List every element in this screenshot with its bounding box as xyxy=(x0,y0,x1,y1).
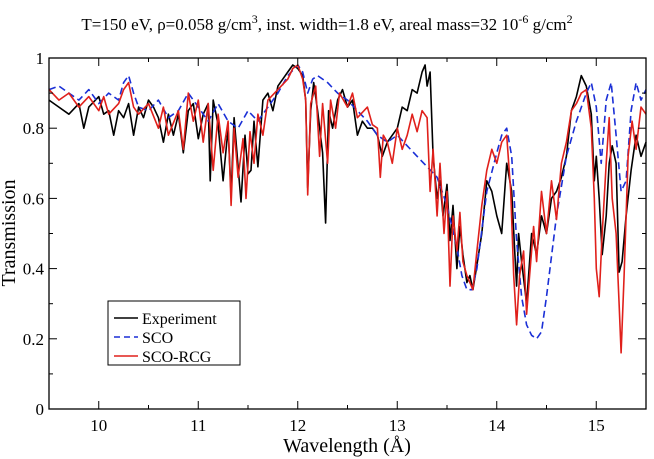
y-tick-label: 0.6 xyxy=(23,189,44,208)
chart-title-part-2: , inst. width=1.8 eV, areal mass=32 10 xyxy=(258,15,519,34)
x-tick-label: 12 xyxy=(289,416,306,435)
chart-title-part-5: 2 xyxy=(567,12,573,26)
chart-title-part-4: g/cm xyxy=(528,15,566,34)
x-tick-label: 14 xyxy=(488,416,506,435)
axis-ticks: 10 11 12 13 14 15 0 0.2 0.4 0.6 0.8 1 xyxy=(23,49,647,435)
legend-label-experiment: Experiment xyxy=(142,311,217,328)
series-line-sco xyxy=(48,64,647,340)
legend-label-sco: SCO xyxy=(142,330,173,347)
x-axis-label: Wavelength (Å) xyxy=(283,435,411,457)
y-tick-label: 0 xyxy=(36,400,45,419)
y-tick-label: 0.2 xyxy=(23,330,44,349)
legend-label-sco-rcg: SCO-RCG xyxy=(142,349,212,366)
legend-box xyxy=(107,300,241,366)
chart-title-part-3: -6 xyxy=(518,12,528,26)
series-layer xyxy=(48,64,647,354)
x-tick-label: 11 xyxy=(190,416,206,435)
chart-title: T=150 eV, ρ=0.058 g/cm3, inst. width=1.8… xyxy=(81,12,572,34)
x-tick-label: 10 xyxy=(90,416,107,435)
x-tick-label: 13 xyxy=(389,416,406,435)
series-line-sco-rcg xyxy=(48,64,647,354)
x-tick-label: 15 xyxy=(588,416,605,435)
y-tick-label: 0.4 xyxy=(23,260,45,279)
legend: Experiment SCO SCO-RCG xyxy=(107,300,241,366)
chart-title-part-1: 3 xyxy=(252,12,258,26)
chart-title-part-0: T=150 eV, ρ=0.058 g/cm xyxy=(81,15,251,34)
y-axis-label: Transmission xyxy=(0,179,20,286)
y-tick-label: 1 xyxy=(36,49,45,68)
y-tick-label: 0.8 xyxy=(23,119,44,138)
